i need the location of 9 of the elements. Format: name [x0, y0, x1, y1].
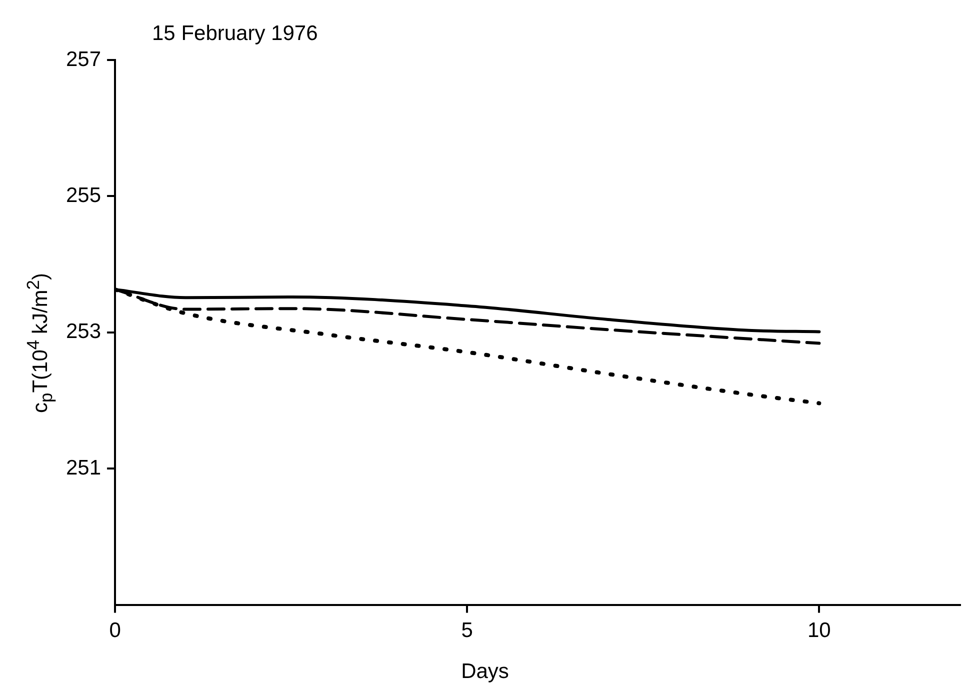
- y-tick-label: 257: [66, 48, 102, 71]
- chart-title: 15 February 1976: [152, 22, 318, 46]
- x-axis-title: Days: [461, 660, 509, 684]
- x-tick-label: 10: [807, 619, 831, 642]
- x-tick-label: 0: [109, 619, 121, 642]
- x-tick-label: 5: [461, 619, 473, 642]
- y-tick-label: 255: [66, 184, 102, 207]
- y-tick-label: 253: [66, 320, 102, 344]
- y-tick-label: 251: [66, 456, 102, 480]
